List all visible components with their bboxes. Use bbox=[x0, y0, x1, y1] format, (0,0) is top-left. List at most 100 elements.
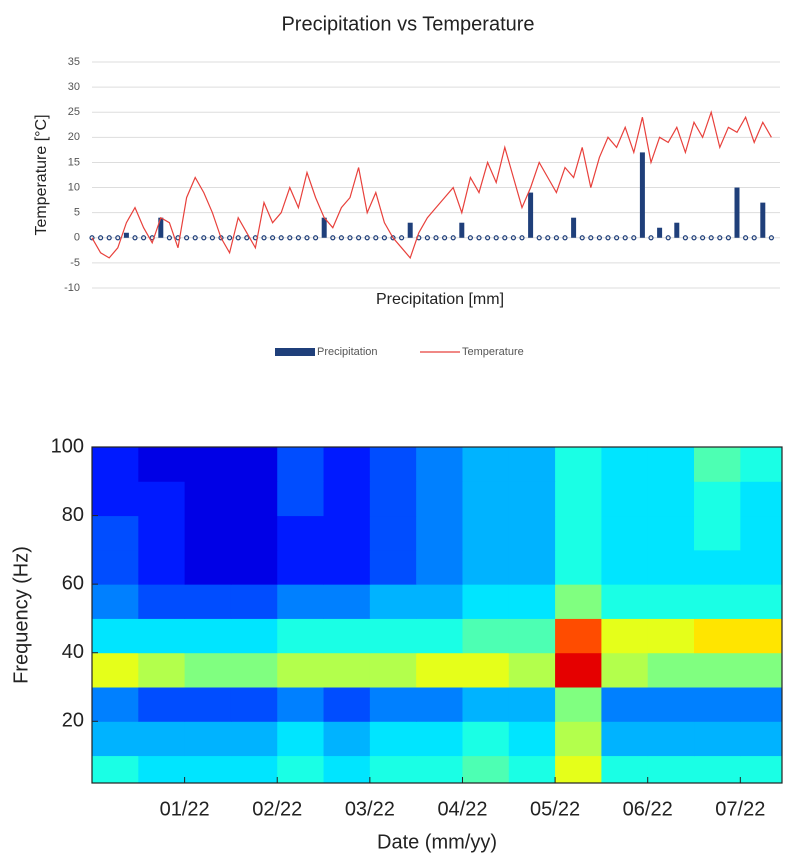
bar bbox=[158, 217, 164, 238]
bar bbox=[89, 235, 95, 241]
heat-cell bbox=[555, 481, 602, 517]
heat-cell bbox=[555, 584, 602, 619]
heat-cell bbox=[277, 721, 325, 757]
bar bbox=[424, 235, 430, 241]
y-tick-label: 40 bbox=[62, 641, 84, 663]
heat-cell bbox=[740, 515, 783, 551]
bar bbox=[622, 235, 628, 241]
heat-cell bbox=[138, 447, 186, 482]
heat-cell bbox=[647, 515, 695, 551]
heat-cell bbox=[369, 652, 417, 688]
heat-cell bbox=[277, 687, 325, 722]
bar bbox=[691, 235, 697, 241]
bar bbox=[407, 222, 413, 238]
heat-cell bbox=[508, 652, 556, 688]
heat-cell bbox=[462, 652, 510, 688]
bar bbox=[519, 235, 525, 241]
heat-cell bbox=[230, 755, 278, 784]
heat-cell bbox=[555, 652, 602, 688]
heat-cell bbox=[555, 618, 602, 654]
bar bbox=[708, 235, 714, 241]
y-tick-label: -10 bbox=[64, 282, 80, 294]
heat-cell bbox=[184, 687, 232, 722]
bar bbox=[528, 192, 534, 238]
bar bbox=[502, 235, 508, 241]
bar bbox=[467, 235, 473, 241]
heat-cell bbox=[184, 721, 232, 757]
heat-cell bbox=[277, 481, 325, 517]
bar bbox=[433, 235, 439, 241]
bar bbox=[381, 235, 387, 241]
heat-cell bbox=[230, 687, 278, 722]
bar bbox=[639, 152, 645, 238]
heat-cell bbox=[184, 515, 232, 551]
heat-cell bbox=[508, 721, 556, 757]
heat-cell bbox=[416, 652, 463, 688]
heat-cell bbox=[323, 515, 371, 551]
heat-cell bbox=[92, 515, 139, 551]
heat-cell bbox=[601, 481, 649, 517]
x-tick-label: 05/22 bbox=[530, 798, 580, 820]
bar bbox=[106, 235, 112, 241]
heat-cell bbox=[462, 447, 510, 482]
x-axis-label: Precipitation [mm] bbox=[376, 291, 504, 308]
heat-cell bbox=[694, 755, 741, 784]
bar bbox=[192, 235, 198, 241]
heat-cell bbox=[323, 652, 371, 688]
bar bbox=[141, 235, 147, 241]
heat-cell bbox=[601, 755, 649, 784]
heat-cell bbox=[323, 481, 371, 517]
y-tick-label: 10 bbox=[68, 181, 80, 193]
heat-cell bbox=[277, 549, 325, 585]
heat-cell bbox=[462, 481, 510, 517]
heat-cell bbox=[92, 687, 139, 722]
bar bbox=[725, 235, 732, 241]
heat-cell bbox=[369, 687, 417, 722]
heat-cell bbox=[92, 481, 139, 517]
bar bbox=[347, 235, 353, 241]
heat-cell bbox=[277, 584, 325, 619]
bar bbox=[588, 235, 594, 241]
bar bbox=[209, 235, 215, 241]
heat-cell bbox=[230, 652, 278, 688]
bar bbox=[665, 235, 671, 241]
heat-cell bbox=[277, 447, 325, 482]
bar bbox=[442, 235, 448, 241]
heat-cell bbox=[694, 721, 741, 757]
bar bbox=[356, 235, 362, 241]
heat-cell bbox=[323, 687, 371, 722]
y-tick-label: 20 bbox=[62, 710, 84, 732]
heat-cell bbox=[694, 515, 741, 551]
heat-cell bbox=[508, 687, 556, 722]
y-tick-label: 25 bbox=[68, 106, 80, 118]
bar bbox=[287, 235, 293, 241]
bar bbox=[493, 235, 499, 241]
bar bbox=[123, 232, 129, 238]
heat-cell bbox=[462, 687, 510, 722]
heat-cell bbox=[416, 584, 463, 619]
heat-cell bbox=[92, 584, 139, 619]
heat-cell bbox=[694, 652, 741, 688]
y-tick-label: 30 bbox=[68, 81, 80, 93]
heat-cell bbox=[277, 515, 325, 551]
legend-label: Temperature bbox=[462, 346, 524, 358]
heat-cell bbox=[601, 721, 649, 757]
bar bbox=[768, 235, 775, 241]
heat-cell bbox=[92, 447, 139, 482]
heat-cell bbox=[740, 618, 783, 654]
heat-cell bbox=[694, 687, 741, 722]
heat-cell bbox=[138, 618, 186, 654]
heat-cell bbox=[138, 584, 186, 619]
x-axis-label: Date (mm/yy) bbox=[377, 831, 497, 853]
bar bbox=[166, 235, 172, 241]
bar bbox=[605, 235, 611, 241]
heat-cell bbox=[416, 755, 463, 784]
heat-cell bbox=[508, 481, 556, 517]
heat-cell bbox=[230, 481, 278, 517]
heat-cell bbox=[92, 721, 139, 757]
heat-cell bbox=[369, 447, 417, 482]
heat-cell bbox=[462, 721, 510, 757]
bar bbox=[338, 235, 344, 241]
bar bbox=[596, 235, 603, 241]
bar bbox=[510, 235, 517, 241]
